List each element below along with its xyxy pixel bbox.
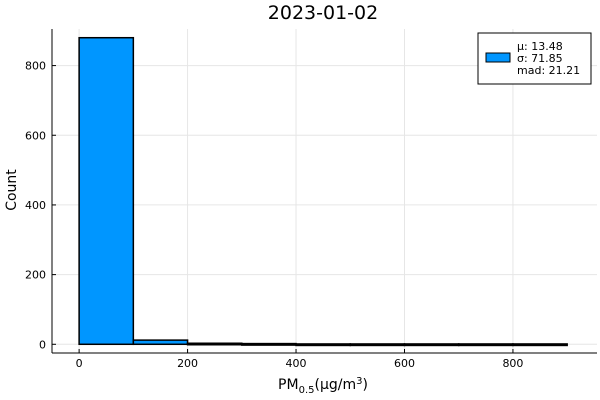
x-label-unit-suffix: ) bbox=[362, 377, 367, 393]
x-tick-label-3: 600 bbox=[394, 357, 415, 370]
x-tick-label-0: 0 bbox=[76, 357, 83, 370]
histogram-bar-4 bbox=[295, 343, 352, 347]
x-label-unit-prefix: (μg/m bbox=[314, 377, 356, 393]
legend-line-mean: μ: 13.48 bbox=[517, 40, 563, 53]
x-label-unit-superscript: 3 bbox=[356, 376, 362, 387]
histogram-bars bbox=[78, 36, 568, 347]
legend-line-mad: mad: 21.21 bbox=[517, 64, 580, 77]
x-tick-label-2: 400 bbox=[286, 357, 307, 370]
y-tick-label-2: 400 bbox=[25, 199, 46, 212]
legend-swatch bbox=[485, 52, 511, 63]
histogram-bar-6 bbox=[403, 343, 460, 347]
y-tick-label-0: 0 bbox=[39, 338, 46, 351]
histogram-bar-2 bbox=[186, 342, 243, 346]
x-label-main: PM bbox=[278, 377, 299, 393]
axes bbox=[51, 29, 597, 354]
y-tick-label-3: 600 bbox=[25, 129, 46, 142]
chart-title: 2023-01-02 bbox=[268, 2, 378, 24]
histogram-bar-0 bbox=[78, 36, 135, 346]
y-tick-label-4: 800 bbox=[25, 60, 46, 73]
histogram-bar-7 bbox=[457, 343, 514, 347]
x-tick-label-4: 800 bbox=[502, 357, 523, 370]
y-axis-label: Count bbox=[4, 169, 20, 211]
tick-labels: 0 200 400 600 800 0 200 400 600 800 bbox=[25, 60, 523, 370]
y-tick-label-1: 200 bbox=[25, 269, 46, 282]
legend: μ: 13.48 σ: 71.85 mad: 21.21 bbox=[477, 32, 592, 85]
x-tick-label-1: 200 bbox=[177, 357, 198, 370]
x-axis-label: PM0.5(μg/m3) bbox=[278, 376, 368, 396]
legend-line-std: σ: 71.85 bbox=[517, 52, 563, 65]
histogram-bar-5 bbox=[349, 343, 406, 347]
histogram-bar-8 bbox=[512, 343, 568, 347]
x-label-subscript: 0.5 bbox=[299, 385, 315, 396]
histogram-bar-1 bbox=[132, 339, 189, 346]
histogram-bar-3 bbox=[241, 342, 297, 346]
